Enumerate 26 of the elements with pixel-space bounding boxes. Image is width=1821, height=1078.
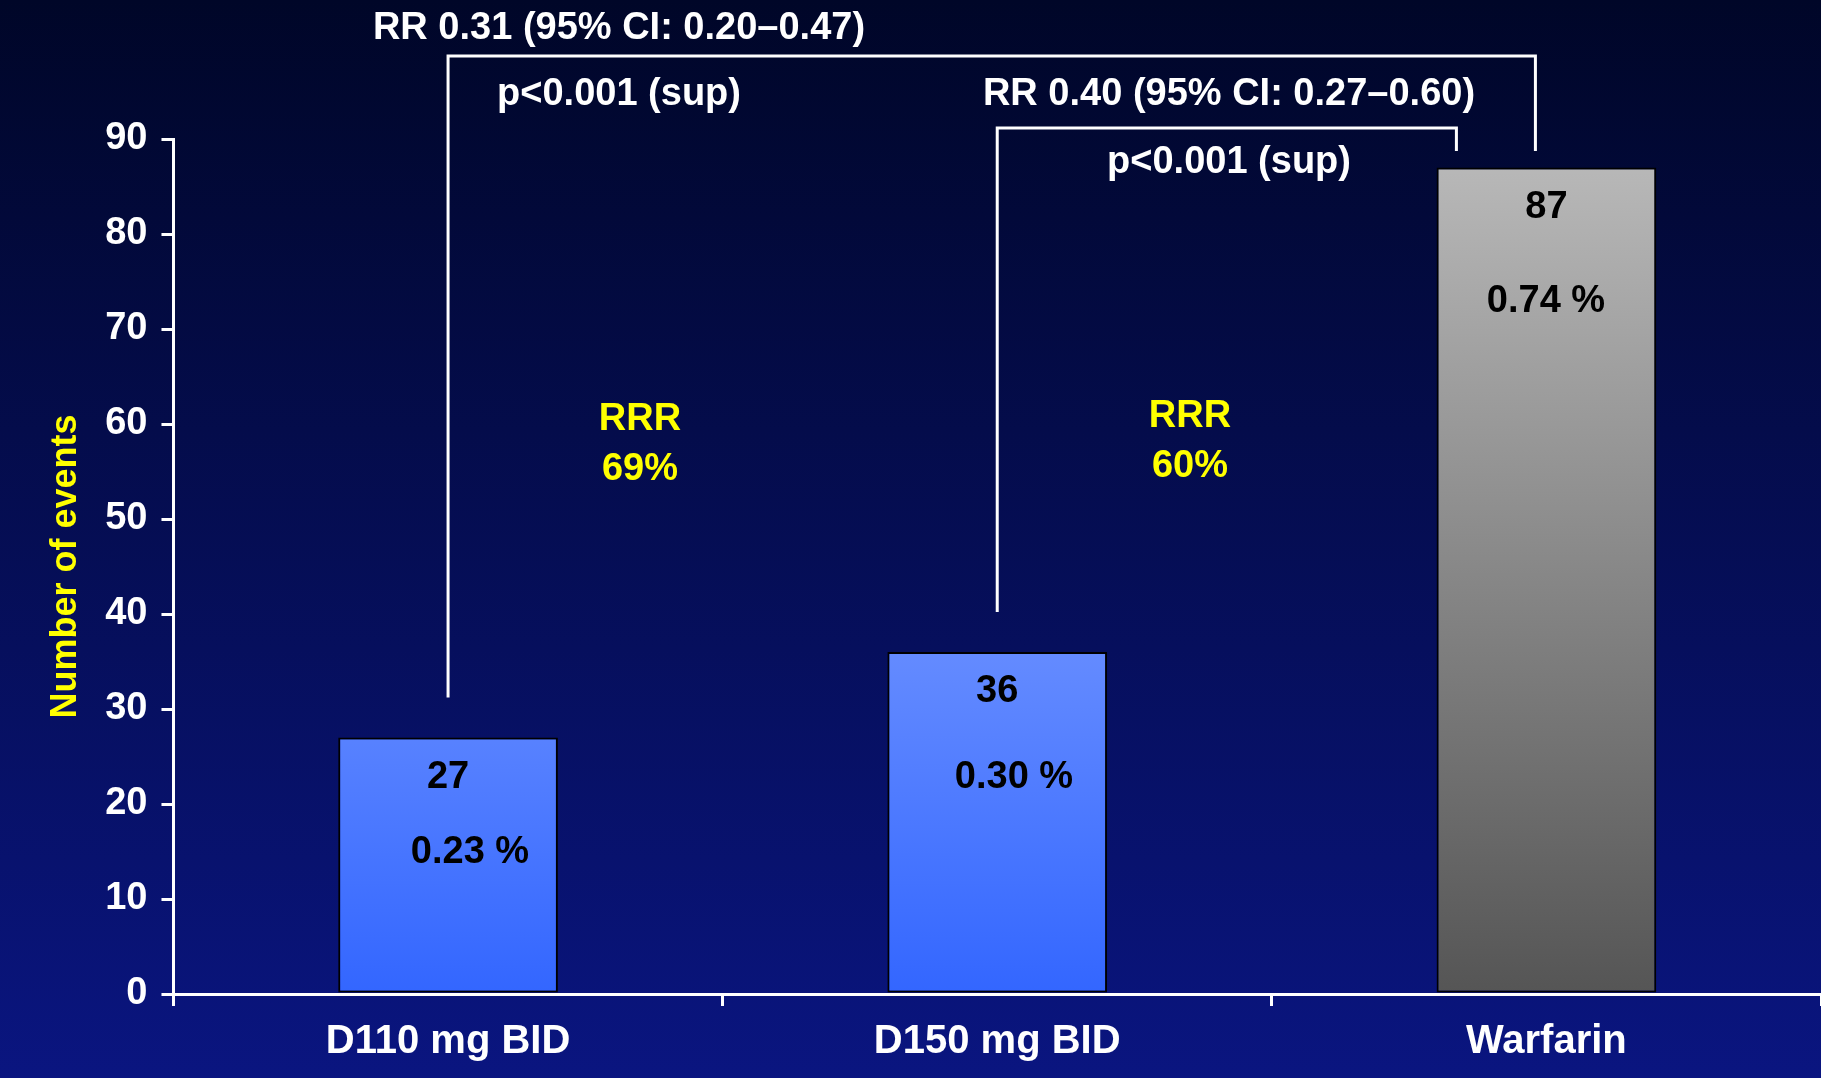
y-tick-label: 0 xyxy=(126,970,148,1013)
data-label: 87 xyxy=(1525,183,1568,226)
y-axis-title: Number of events xyxy=(42,414,84,719)
x-tick-label: Warfarin xyxy=(1466,1017,1627,1062)
y-tick-label: 40 xyxy=(105,590,148,633)
annotation: 0.30 % xyxy=(954,754,1074,797)
y-tick-label: 30 xyxy=(105,685,148,728)
x-tick-label: D150 mg BID xyxy=(873,1017,1121,1062)
text: RR 0.40 (95% CI: 0.27–0.60) xyxy=(982,71,1476,114)
annotation: 0.74 % xyxy=(1486,278,1606,321)
y-tick-label: 70 xyxy=(105,305,148,348)
y-tick-label: 60 xyxy=(105,400,148,443)
text: RR 0.31 (95% CI: 0.20–0.47) xyxy=(372,5,866,48)
y-tick-label: 10 xyxy=(105,875,148,918)
y-tick-label: 80 xyxy=(105,210,148,253)
annotation: RRR 69% xyxy=(598,396,682,489)
data-label: 36 xyxy=(976,668,1019,711)
x-tick-label: D110 mg BID xyxy=(325,1017,571,1062)
text: p<0.001 (sup) xyxy=(497,71,741,114)
y-tick-label: 20 xyxy=(105,780,148,823)
annotation: RRR 60% xyxy=(1148,393,1232,486)
y-tick-label: 50 xyxy=(105,495,148,538)
annotation: p<0.001 (sup) xyxy=(1107,139,1351,182)
annotation: 0.23 % xyxy=(410,829,530,872)
data-label: 27 xyxy=(426,753,470,796)
y-tick-label: 90 xyxy=(105,115,148,158)
